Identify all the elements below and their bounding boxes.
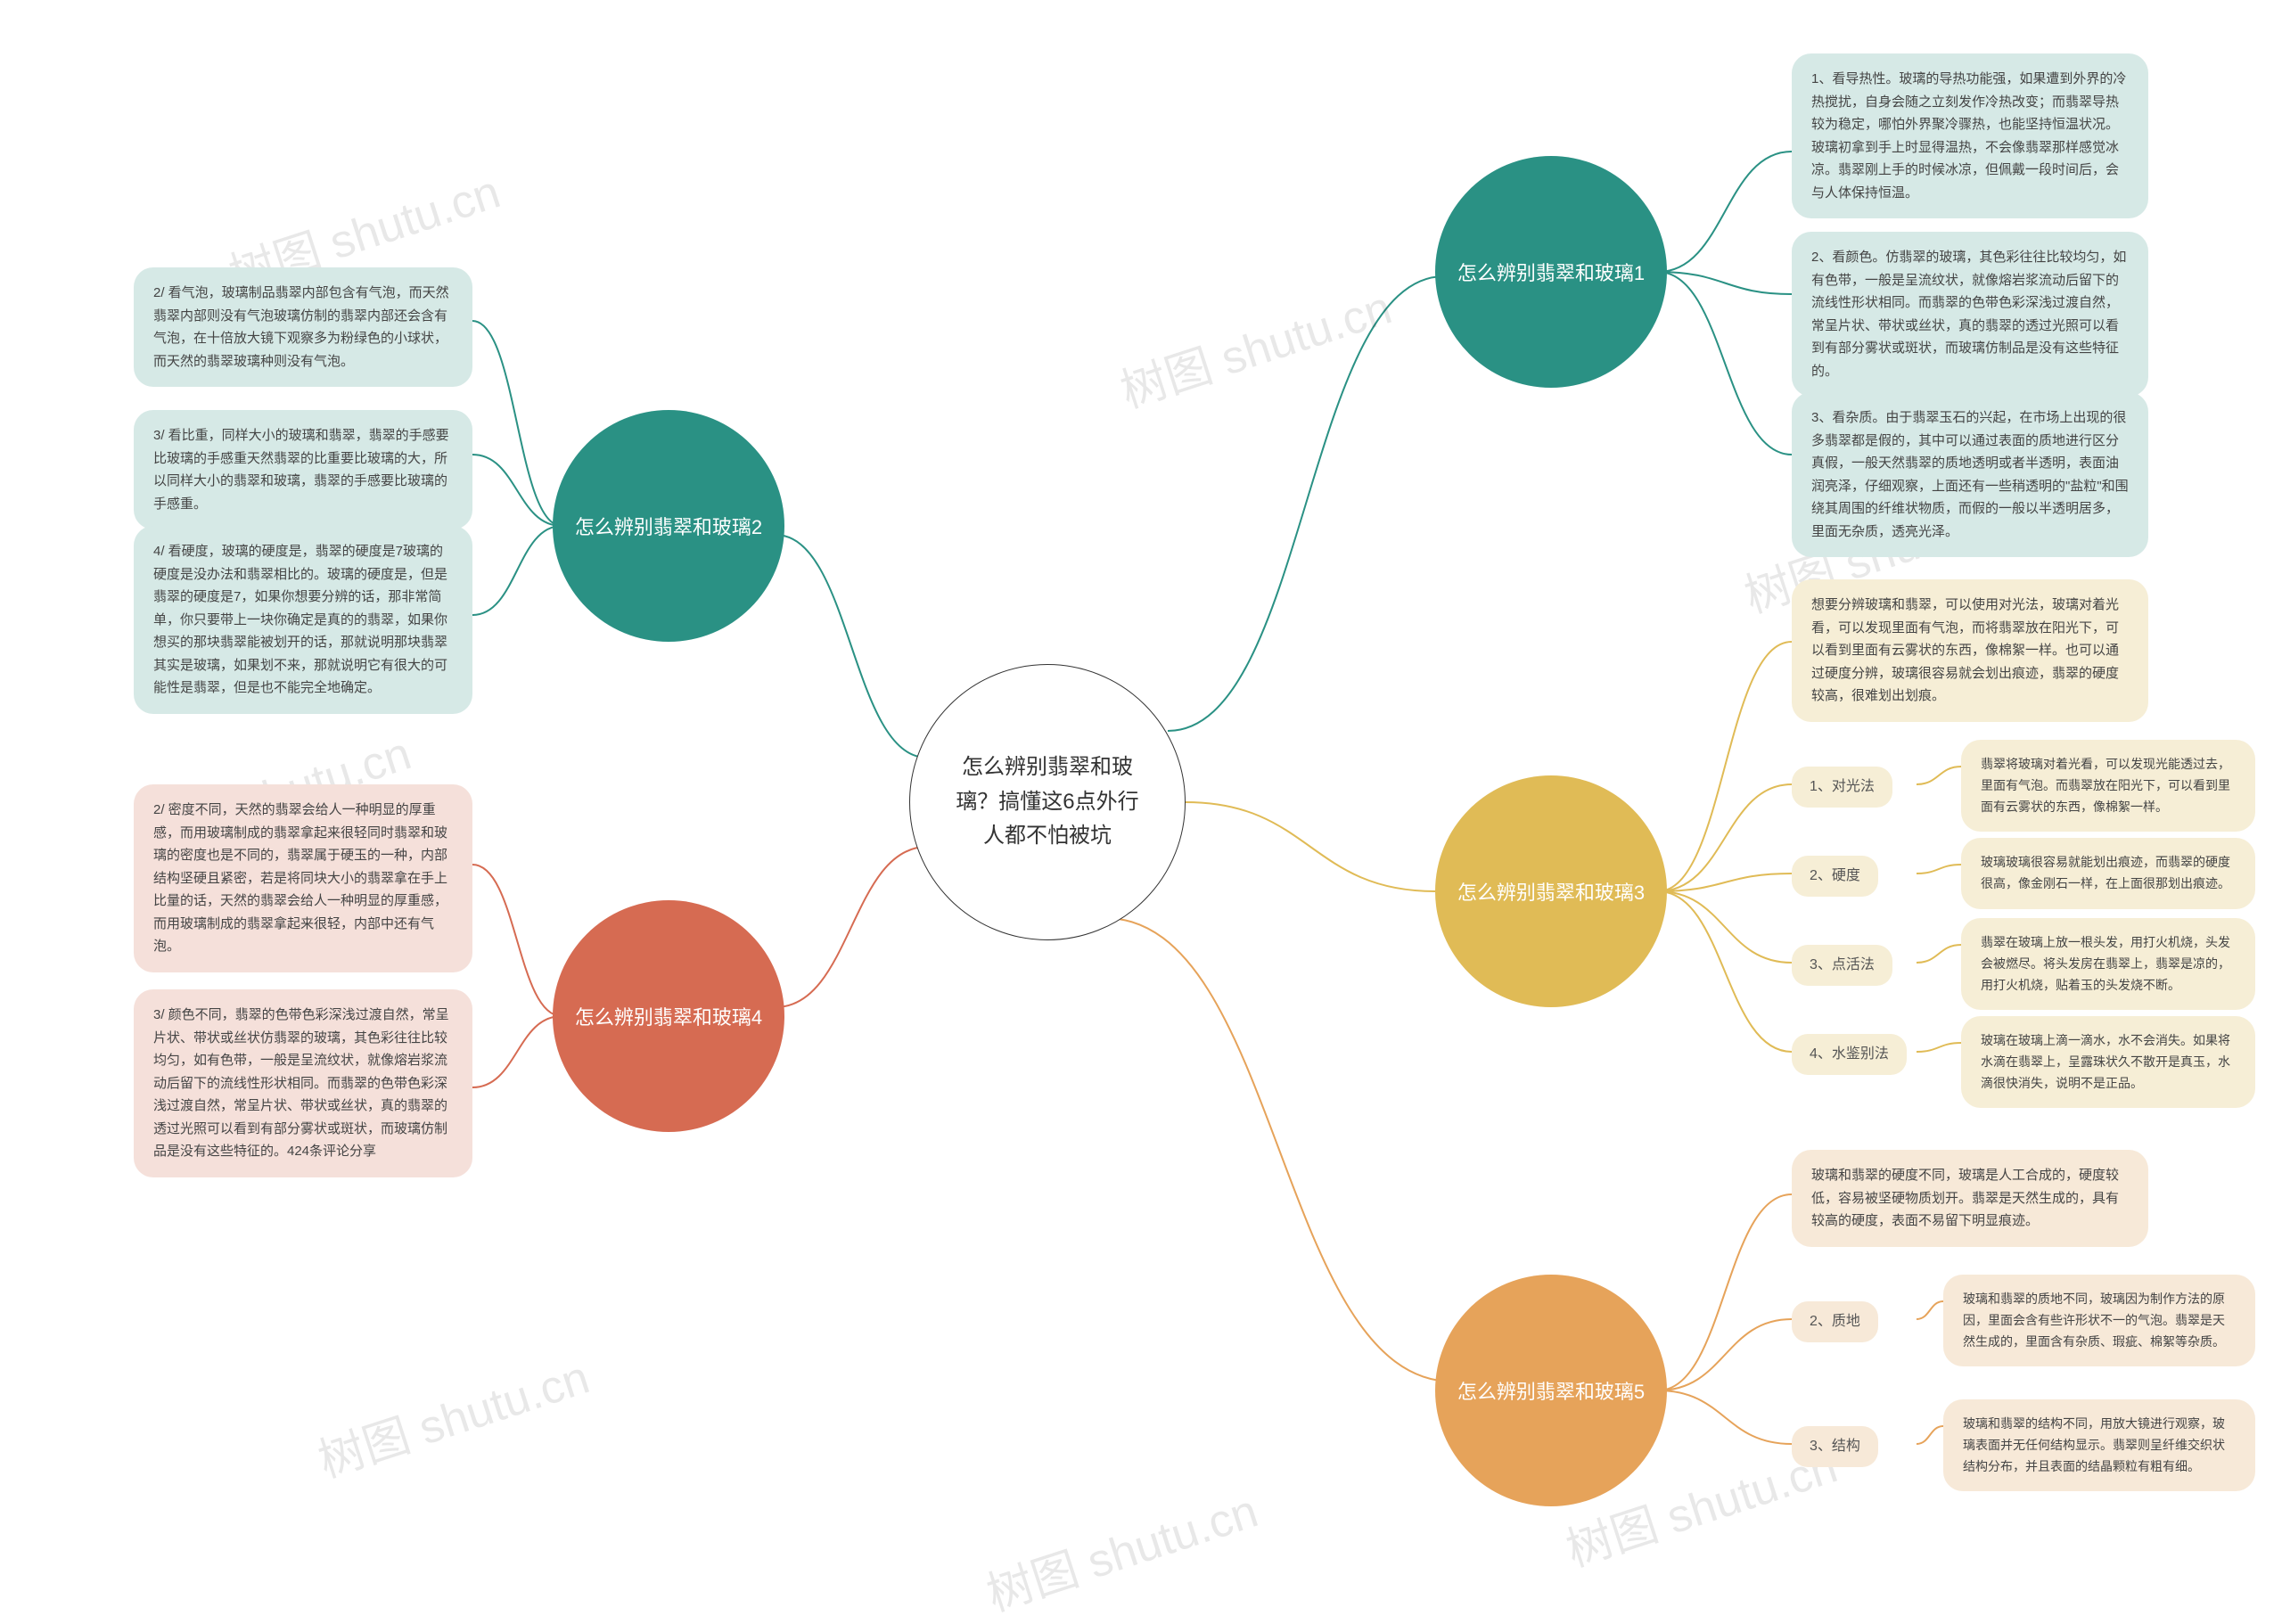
detail-node[interactable]: 翡翠将玻璃对着光看，可以发现光能透过去，里面有气泡。而翡翠放在阳光下，可以看到里… (1961, 740, 2255, 832)
branch-node[interactable]: 怎么辨别翡翠和玻璃2 (553, 410, 784, 642)
detail-node[interactable]: 翡翠在玻璃上放一根头发，用打火机烧，头发会被燃尽。将头发房在翡翠上，翡翠是凉的，… (1961, 918, 2255, 1010)
leaf-node[interactable]: 3/ 颜色不同，翡翠的色带色彩深浅过渡自然，常呈片状、带状或丝状仿翡翠的玻璃，其… (134, 989, 472, 1177)
sub-node[interactable]: 4、水鉴别法 (1792, 1034, 1907, 1075)
leaf-node[interactable]: 2、看颜色。仿翡翠的玻璃，其色彩往往比较均匀，如有色带，一般是呈流纹状，就像熔岩… (1792, 232, 2148, 397)
watermark: 树图 shutu.cn (308, 1340, 596, 1490)
branch-node[interactable]: 怎么辨别翡翠和玻璃4 (553, 900, 784, 1132)
sub-node[interactable]: 1、对光法 (1792, 767, 1892, 808)
branch-node[interactable]: 怎么辨别翡翠和玻璃3 (1435, 775, 1667, 1007)
watermark: 树图 shutu.cn (977, 1473, 1265, 1624)
leaf-node[interactable]: 3、看杂质。由于翡翠玉石的兴起，在市场上出现的很多翡翠都是假的，其中可以通过表面… (1792, 392, 2148, 557)
sub-node[interactable]: 2、质地 (1792, 1301, 1878, 1342)
leaf-node[interactable]: 4/ 看硬度，玻璃的硬度是，翡翠的硬度是7玻璃的硬度是没办法和翡翠相比的。玻璃的… (134, 526, 472, 714)
detail-node[interactable]: 玻璃玻璃很容易就能划出痕迹，而翡翠的硬度很高，像金刚石一样，在上面很那划出痕迹。 (1961, 838, 2255, 909)
sub-node[interactable]: 3、点活法 (1792, 945, 1892, 986)
branch-node[interactable]: 怎么辨别翡翠和玻璃1 (1435, 156, 1667, 388)
detail-node[interactable]: 玻璃和翡翠的结构不同，用放大镜进行观察，玻璃表面并无任何结构显示。翡翠则呈纤维交… (1943, 1399, 2255, 1491)
center-node[interactable]: 怎么辨别翡翠和玻璃？搞懂这6点外行人都不怕被坑 (909, 664, 1186, 940)
watermark: 树图 shutu.cn (1111, 270, 1399, 421)
leaf-node[interactable]: 2/ 密度不同，天然的翡翠会给人一种明显的厚重感，而用玻璃制成的翡翠拿起来很轻同… (134, 784, 472, 972)
sub-node[interactable]: 3、结构 (1792, 1426, 1878, 1467)
leaf-node[interactable]: 3/ 看比重，同样大小的玻璃和翡翠，翡翠的手感要比玻璃的手感重天然翡翠的比重要比… (134, 410, 472, 529)
leaf-node[interactable]: 2/ 看气泡，玻璃制品翡翠内部包含有气泡，而天然翡翠内部则没有气泡玻璃仿制的翡翠… (134, 267, 472, 387)
branch-node[interactable]: 怎么辨别翡翠和玻璃5 (1435, 1275, 1667, 1506)
leaf-node[interactable]: 想要分辨玻璃和翡翠，可以使用对光法，玻璃对着光看，可以发现里面有气泡，而将翡翠放… (1792, 579, 2148, 722)
detail-node[interactable]: 玻璃在玻璃上滴一滴水，水不会消失。如果将水滴在翡翠上，呈露珠状久不散开是真玉，水… (1961, 1016, 2255, 1108)
detail-node[interactable]: 玻璃和翡翠的质地不同，玻璃因为制作方法的原因，里面会含有些许形状不一的气泡。翡翠… (1943, 1275, 2255, 1366)
sub-node[interactable]: 2、硬度 (1792, 856, 1878, 897)
leaf-node[interactable]: 玻璃和翡翠的硬度不同，玻璃是人工合成的，硬度较低，容易被坚硬物质划开。翡翠是天然… (1792, 1150, 2148, 1247)
leaf-node[interactable]: 1、看导热性。玻璃的导热功能强，如果遭到外界的冷热搅扰，自身会随之立刻发作冷热改… (1792, 53, 2148, 218)
